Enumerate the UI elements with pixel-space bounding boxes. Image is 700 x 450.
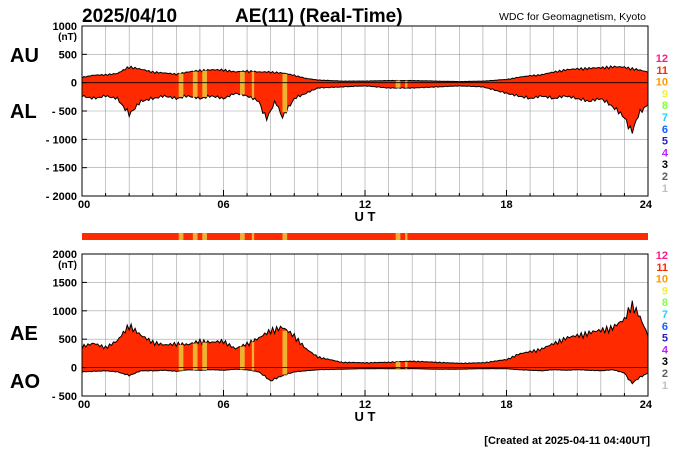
panel-label-ao: AO [10,371,40,393]
x-tick-label: 06 [217,399,229,411]
station-number-5: 5 [662,136,668,148]
station-number-10: 10 [656,274,668,286]
series-line-al [81,85,649,134]
station-number-9: 9 [662,285,668,297]
y-tick-label: - 1000 [46,134,77,146]
y-tick-label: 1500 [53,277,77,289]
panel-label-au: AU [10,45,39,67]
source-label: WDC for Geomagnetism, Kyoto [499,11,646,23]
highlight-band [282,73,288,113]
series-line-ae [81,300,649,365]
highlight-band [405,361,408,369]
y-tick-label: 0 [71,363,77,375]
station-number-4: 4 [662,147,669,159]
date-title: 2025/04/10 [82,6,177,27]
status-bar-gap [395,233,401,240]
x-tick-label: 06 [217,199,229,211]
x-tick-label: 00 [78,199,90,211]
station-number-8: 8 [662,297,668,309]
station-number-7: 7 [662,309,668,321]
y-tick-label: 1000 [53,21,77,33]
station-status-bar [82,233,648,240]
panel-label-ae: AE [10,323,38,345]
station-number-11: 11 [656,65,668,77]
status-bar-gap [202,233,207,240]
x-tick-label: 12 [359,399,371,411]
station-number-3: 3 [662,356,668,368]
highlight-band [405,80,408,88]
station-number-8: 8 [662,100,668,112]
status-bar-gap [240,233,245,240]
station-number-1: 1 [662,183,668,195]
y-tick-label: - 500 [52,391,77,403]
x-axis-label: U T [355,209,376,224]
au-al-panel: 1000 500 0 - 500 - 1000 - 1500 - 2000 (nT) 00 06 1… [10,21,653,224]
highlight-band [202,70,207,97]
station-number-11: 11 [656,262,668,274]
index-title: AE(11) (Real-Time) [235,6,403,27]
x-tick-label: 18 [500,399,512,411]
highlight-band [251,71,255,98]
y-tick-label: - 1500 [46,163,77,175]
highlight-band [178,73,184,97]
highlight-band [192,343,198,370]
highlight-band [240,346,245,370]
status-bar-gap [251,233,255,240]
y-axis-unit: (nT) [58,260,77,271]
status-bar-marks [178,233,408,240]
x-tick-label: 24 [640,199,653,211]
status-bar-gap [282,233,288,240]
x-tick-label: 00 [78,399,90,411]
x-tick-label: 18 [500,199,512,211]
y-tick-label: - 500 [52,106,77,118]
status-bar-gap [178,233,184,240]
y-tick-label: 1000 [53,306,77,318]
station-number-10: 10 [656,77,668,89]
x-tick-label: 12 [359,199,371,211]
y-tick-label: 0 [71,78,77,90]
highlight-band [240,71,245,95]
station-number-12: 12 [656,250,668,262]
status-bar-gap [405,233,408,240]
x-tick-label: 24 [640,399,653,411]
highlight-band [251,342,255,371]
station-number-3: 3 [662,159,668,171]
station-number-6: 6 [662,321,668,333]
highlight-band [202,342,207,370]
highlight-band [192,71,198,97]
panel-label-al: AL [10,101,37,123]
highlight-band [395,362,401,369]
status-bar-gap [192,233,198,240]
station-number-4: 4 [662,344,669,356]
series-line-ao [81,367,649,385]
y-tick-label: 500 [59,334,77,346]
station-number-2: 2 [662,368,668,380]
station-number-5: 5 [662,333,668,345]
highlight-band [395,80,401,88]
station-number-1: 1 [662,380,668,392]
station-number-6: 6 [662,124,668,136]
envelope-fill [82,300,648,384]
station-number-7: 7 [662,112,668,124]
station-number-2: 2 [662,171,668,183]
highlight-band [282,330,288,375]
y-axis-unit: (nT) [58,32,77,43]
station-number-12: 12 [656,53,668,65]
created-timestamp: [Created at 2025-04-11 04:40UT] [484,435,650,447]
highlight-band [178,345,184,371]
series-line-au [81,65,649,83]
x-axis-label: U T [355,409,376,424]
y-tick-label: 500 [59,49,77,61]
ae-ao-panel: 2000 1500 1000 500 0 - 500 (nT) 00 06 12 18 24 U T AE… [10,249,653,424]
y-tick-label: - 2000 [46,191,77,203]
y-tick-label: 2000 [53,249,77,261]
station-number-9: 9 [662,88,668,100]
